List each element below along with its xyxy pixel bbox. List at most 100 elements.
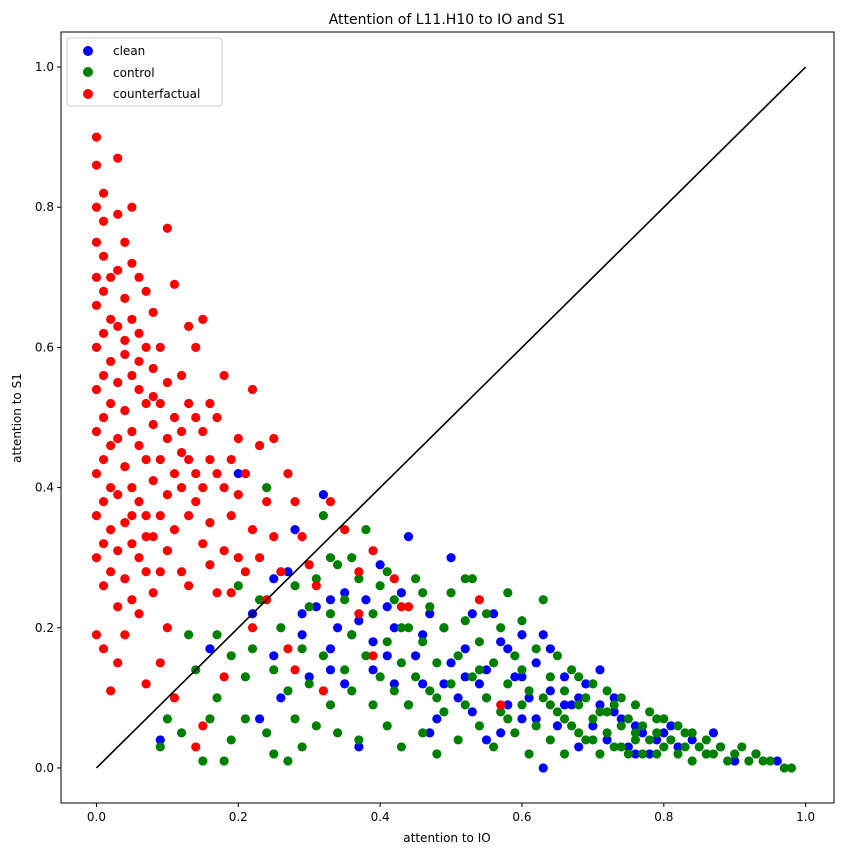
data-point-control <box>198 756 208 766</box>
data-point-control <box>666 735 676 745</box>
data-point-counterfactual <box>106 272 116 282</box>
data-point-control <box>779 763 789 773</box>
data-point-control <box>254 595 265 605</box>
data-point-clean <box>155 735 165 745</box>
data-point-control <box>269 749 279 759</box>
data-point-counterfactual <box>141 567 151 577</box>
data-point-clean <box>630 749 641 759</box>
data-point-counterfactual <box>191 342 201 353</box>
data-point-clean <box>588 721 598 731</box>
data-point-counterfactual <box>98 644 109 654</box>
data-point-counterfactual <box>113 153 123 163</box>
data-point-counterfactual <box>91 237 102 247</box>
data-point-clean <box>269 574 279 584</box>
data-point-counterfactual <box>127 595 137 605</box>
data-point-counterfactual <box>127 370 137 381</box>
data-point-clean <box>460 644 470 654</box>
data-point-control <box>552 707 563 717</box>
data-point-control <box>659 714 669 724</box>
data-point-control <box>354 735 364 745</box>
data-point-counterfactual <box>262 497 272 507</box>
data-point-clean <box>325 665 336 675</box>
data-point-control <box>403 623 414 633</box>
data-point-counterfactual <box>106 398 116 409</box>
data-point-counterfactual <box>91 132 102 142</box>
data-point-control <box>283 756 293 766</box>
data-point-clean <box>687 735 697 745</box>
data-point-control <box>503 714 513 724</box>
data-point-clean <box>545 686 555 696</box>
data-point-clean <box>567 700 577 710</box>
data-point-control <box>559 686 570 696</box>
plot-frame <box>60 31 835 804</box>
data-point-control <box>311 574 321 584</box>
data-point-control <box>531 721 541 731</box>
data-point-counterfactual <box>176 426 187 437</box>
data-point-clean <box>517 672 527 682</box>
data-point-control <box>630 728 641 738</box>
data-point-counterfactual <box>148 391 158 402</box>
data-point-control <box>162 714 172 724</box>
data-point-control <box>488 742 499 752</box>
data-point-clean <box>460 672 470 682</box>
data-point-counterfactual <box>226 588 236 598</box>
data-point-control <box>474 721 485 731</box>
data-point-clean <box>389 623 399 633</box>
data-point-control <box>347 553 357 563</box>
data-point-control <box>410 672 421 682</box>
data-point-counterfactual <box>141 286 151 296</box>
data-point-clean <box>425 609 435 619</box>
legend-marker-control <box>83 67 93 77</box>
series-counterfactual <box>91 132 506 752</box>
data-point-counterfactual <box>141 398 151 409</box>
data-point-counterfactual <box>98 539 109 549</box>
y-tick-label: 0.4 <box>35 481 54 495</box>
data-point-control <box>240 672 250 682</box>
data-point-counterfactual <box>198 539 208 549</box>
data-point-control <box>396 658 407 668</box>
data-point-counterfactual <box>219 370 229 381</box>
data-point-clean <box>481 735 492 745</box>
data-point-control <box>496 623 506 633</box>
data-point-clean <box>283 567 293 577</box>
data-point-counterfactual <box>134 384 144 395</box>
data-point-control <box>503 588 513 598</box>
data-point-control <box>673 749 683 759</box>
legend-marker-clean <box>83 46 93 56</box>
data-point-control <box>332 560 343 570</box>
data-point-counterfactual <box>134 553 144 563</box>
data-point-clean <box>467 609 477 619</box>
data-point-counterfactual <box>113 265 123 275</box>
data-point-counterfactual <box>496 700 506 710</box>
data-point-counterfactual <box>233 433 243 444</box>
data-point-counterfactual <box>120 405 130 416</box>
data-point-counterfactual <box>134 272 144 282</box>
data-point-control <box>581 693 591 703</box>
data-point-control <box>432 693 442 703</box>
data-point-control <box>567 721 577 731</box>
data-point-control <box>432 749 442 759</box>
data-point-counterfactual <box>148 475 158 486</box>
data-point-control <box>318 511 328 521</box>
data-point-counterfactual <box>98 188 109 198</box>
data-point-counterfactual <box>148 363 158 374</box>
data-point-counterfactual <box>113 658 123 668</box>
x-tick-label: 0.8 <box>654 810 673 824</box>
data-point-control <box>219 756 229 766</box>
data-point-clean <box>488 609 499 619</box>
data-point-counterfactual <box>155 398 165 409</box>
data-point-counterfactual <box>191 468 201 479</box>
data-point-control <box>361 525 371 535</box>
data-point-control <box>425 686 435 696</box>
data-point-counterfactual <box>141 342 151 353</box>
data-point-clean <box>446 553 456 563</box>
data-point-counterfactual <box>254 553 265 563</box>
data-point-counterfactual <box>198 482 208 493</box>
data-point-counterfactual <box>120 293 130 303</box>
data-point-control <box>432 658 442 668</box>
data-point-clean <box>304 672 314 682</box>
data-point-control <box>460 700 470 710</box>
data-point-clean <box>538 630 548 640</box>
data-point-control <box>276 623 286 633</box>
data-point-control <box>212 630 222 640</box>
